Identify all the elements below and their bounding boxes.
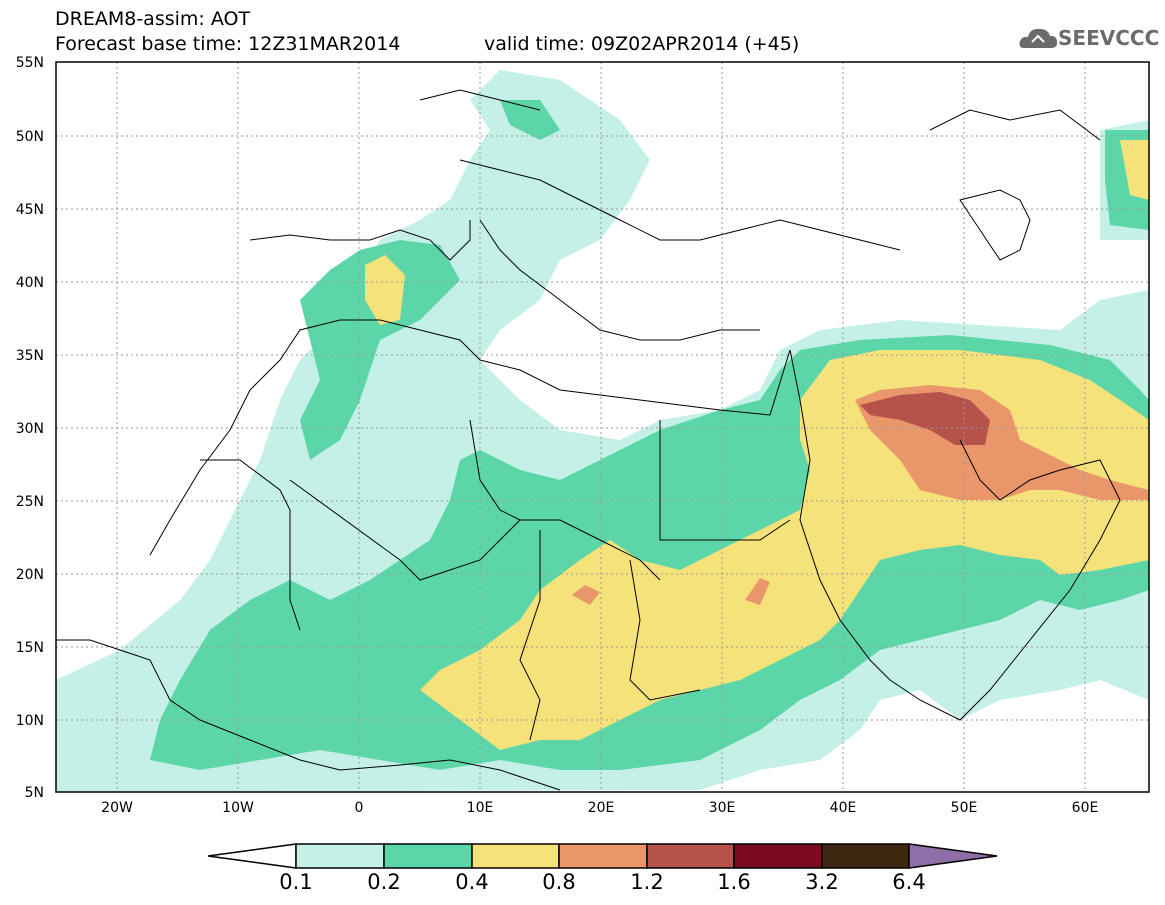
colorbar-label: 0.2: [367, 870, 401, 894]
lat-tick-label: 25N: [16, 494, 44, 510]
aot-band-0.4-caspian: [1120, 140, 1149, 200]
lon-tick-label: 20E: [588, 800, 615, 816]
lat-tick-label: 10N: [16, 713, 44, 729]
coastlines: [56, 89, 1121, 791]
map-frame: [55, 61, 1150, 793]
lat-ticks: 55N 50N 45N 40N 35N 30N 25N 20N 15N 10N …: [16, 55, 44, 801]
colorbar-cell-low: [207, 843, 297, 869]
colorbar-cell: [821, 843, 910, 869]
lat-tick-label: 15N: [16, 640, 44, 656]
lat-tick-label: 45N: [16, 202, 44, 218]
colorbar-label: 0.1: [279, 870, 313, 894]
colorbar-label: 0.8: [542, 870, 576, 894]
lat-tick-label: 30N: [16, 421, 44, 437]
lon-ticks: 20W 10W 0 10E 20E 30E 40E 50E 60E: [101, 800, 1098, 816]
colorbar-cell: [646, 843, 735, 869]
colorbar-cell: [383, 843, 473, 869]
lon-tick-label: 40E: [830, 800, 857, 816]
lon-tick-label: 20W: [101, 800, 133, 816]
lat-tick-label: 55N: [16, 55, 44, 71]
lon-tick-label: 60E: [1072, 800, 1099, 816]
aot-band-0.4-iberia: [365, 255, 405, 325]
colorbar-label: 6.4: [892, 870, 926, 894]
colorbar-label: 1.2: [630, 870, 664, 894]
cloud-icon: [1019, 28, 1058, 48]
colorbar-label: 3.2: [805, 870, 839, 894]
colorbar-label: 1.6: [717, 870, 751, 894]
aot-band-0.8-sahara2: [745, 578, 770, 605]
lat-tick-label: 50N: [16, 129, 44, 145]
lon-tick-label: 10W: [222, 800, 254, 816]
aot-band-1.2: [860, 392, 990, 445]
colorbar-cell-high: [908, 843, 998, 869]
lon-tick-label: 50E: [951, 800, 978, 816]
map-grid: [56, 62, 1149, 792]
lat-tick-label: 5N: [25, 785, 44, 801]
lon-tick-label: 30E: [709, 800, 736, 816]
colorbar-cell: [295, 843, 385, 869]
colorbar-cell: [733, 843, 823, 869]
logo-text: SEEVCCC: [1058, 26, 1160, 50]
lat-tick-label: 40N: [16, 275, 44, 291]
aot-band-0.2-iberia: [300, 240, 460, 460]
lat-tick-label: 35N: [16, 348, 44, 364]
colorbar: [207, 843, 998, 869]
colorbar-cell: [471, 843, 560, 869]
forecast-base-time: Forecast base time: 12Z31MAR2014: [55, 33, 401, 55]
colorbar-label: 0.4: [455, 870, 489, 894]
map-title: DREAM8-assim: AOT: [55, 8, 251, 30]
aot-band-0.8-sahara: [572, 585, 600, 605]
valid-time: valid time: 09Z02APR2014 (+45): [484, 33, 800, 55]
lon-tick-label: 10E: [467, 800, 494, 816]
lon-tick-label: 0: [355, 800, 364, 816]
colorbar-cell: [558, 843, 648, 869]
aot-field: [56, 62, 1149, 792]
aot-band-0.2-europe: [500, 100, 560, 140]
lat-tick-label: 20N: [16, 567, 44, 583]
